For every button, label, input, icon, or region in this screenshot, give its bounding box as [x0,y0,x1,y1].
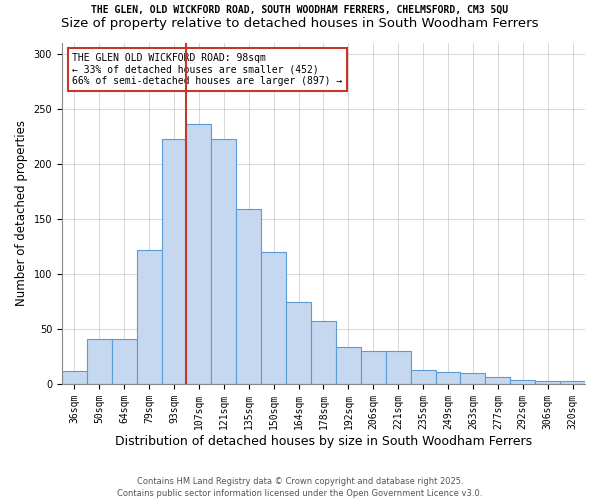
Bar [386,351,410,384]
Bar [311,321,336,384]
Bar [436,372,460,384]
Bar [286,302,311,384]
Bar [236,209,261,384]
Y-axis label: Number of detached properties: Number of detached properties [15,120,28,306]
Bar [485,378,510,384]
Bar [87,339,112,384]
Text: THE GLEN, OLD WICKFORD ROAD, SOUTH WOODHAM FERRERS, CHELMSFORD, CM3 5QU: THE GLEN, OLD WICKFORD ROAD, SOUTH WOODH… [91,5,509,15]
Bar [187,124,211,384]
Bar [261,252,286,384]
Bar [161,140,187,384]
Bar [560,380,585,384]
Text: THE GLEN OLD WICKFORD ROAD: 98sqm
← 33% of detached houses are smaller (452)
66%: THE GLEN OLD WICKFORD ROAD: 98sqm ← 33% … [73,52,343,86]
Bar [535,380,560,384]
Bar [137,250,161,384]
Bar [361,351,386,384]
Bar [112,339,137,384]
Text: Contains HM Land Registry data © Crown copyright and database right 2025.
Contai: Contains HM Land Registry data © Crown c… [118,476,482,498]
Bar [460,373,485,384]
X-axis label: Distribution of detached houses by size in South Woodham Ferrers: Distribution of detached houses by size … [115,434,532,448]
Bar [336,346,361,384]
Bar [510,380,535,384]
Bar [211,140,236,384]
Bar [410,370,436,384]
Text: Size of property relative to detached houses in South Woodham Ferrers: Size of property relative to detached ho… [61,18,539,30]
Bar [62,371,87,384]
